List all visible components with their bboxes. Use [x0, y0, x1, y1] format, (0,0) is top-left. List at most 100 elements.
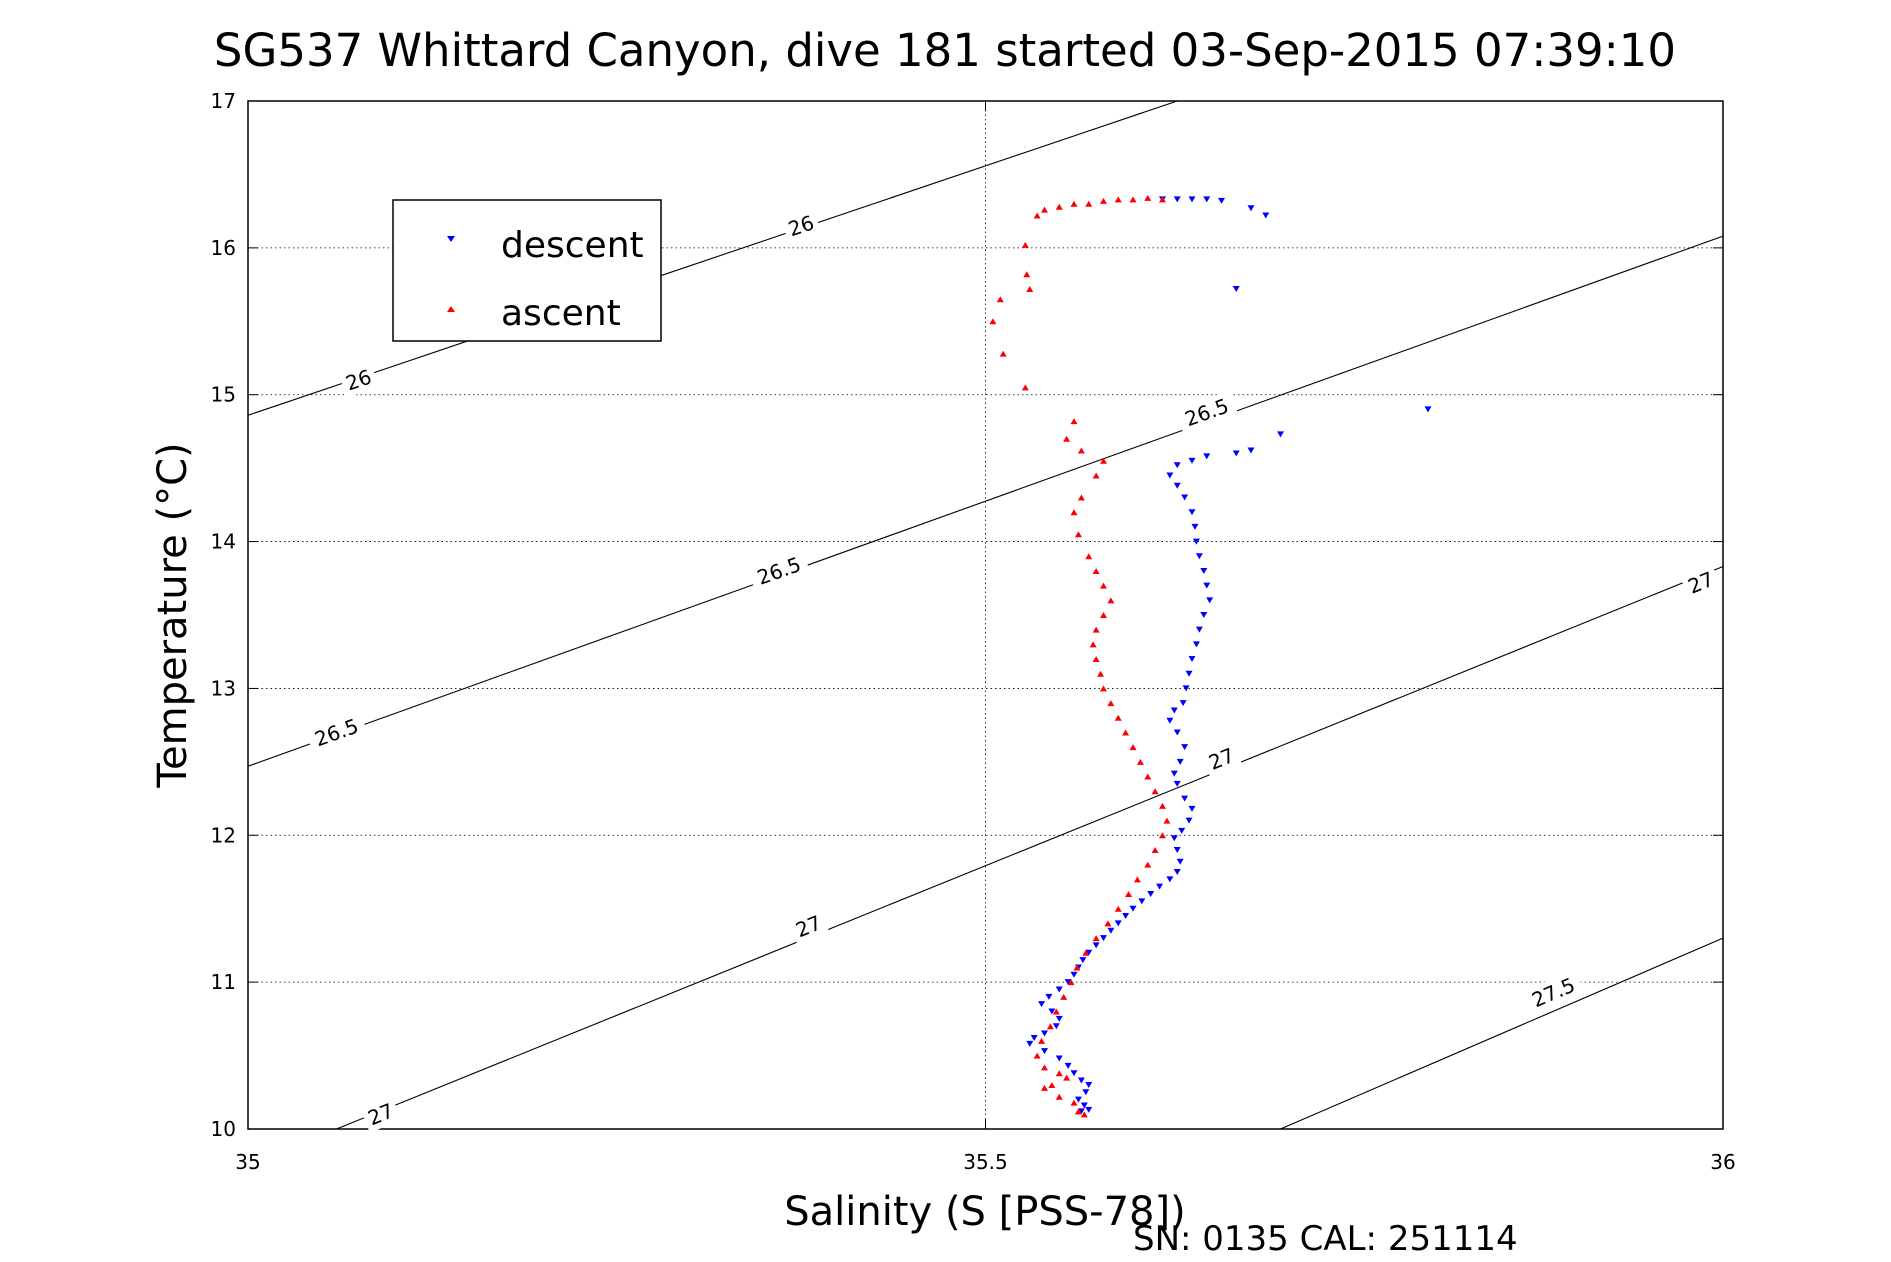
descent-point [1138, 898, 1146, 905]
legend-ascent-marker [447, 306, 455, 312]
descent-point [1077, 1077, 1085, 1084]
ascent-point [1055, 203, 1063, 210]
ascent-point [1055, 1093, 1063, 1100]
descent-point [1191, 523, 1199, 530]
descent-point [1166, 472, 1174, 479]
ascent-point [1041, 1084, 1048, 1091]
ascent-point [1133, 876, 1141, 883]
ascent-point [1070, 418, 1078, 425]
x-axis-label: Salinity (S [PSS-78]) [784, 1189, 1185, 1235]
ascent-point [1080, 1111, 1088, 1118]
ascent-point [1052, 1008, 1060, 1015]
ascent-point [1151, 788, 1159, 795]
descent-point [1173, 729, 1181, 736]
descent-point [1188, 509, 1196, 516]
descent-point [1074, 1096, 1082, 1103]
descent-point [1181, 795, 1189, 802]
ascent-point [1026, 285, 1034, 292]
ascent-point [1092, 656, 1100, 663]
ascent-point [1100, 582, 1107, 589]
ascent-point [1122, 729, 1130, 736]
ascent-point [1100, 612, 1107, 618]
ascent-point [1055, 1070, 1063, 1077]
ascent-point [1085, 553, 1093, 560]
descent-point [1156, 883, 1164, 890]
ascent-point [1033, 1052, 1041, 1059]
descent-point [1262, 212, 1270, 219]
descent-point [1173, 482, 1181, 489]
ascent-point [996, 296, 1004, 303]
descent-point [1170, 707, 1178, 714]
contour-label-bg [1175, 390, 1239, 435]
ascent-point [1089, 641, 1097, 648]
y-tick-label: 10 [211, 1117, 236, 1141]
ascent-point [1063, 435, 1071, 442]
ascent-point [1070, 509, 1078, 516]
descent-point [1064, 979, 1072, 986]
descent-point [1188, 656, 1196, 663]
descent-point [1045, 993, 1053, 1000]
ascent-point [1159, 196, 1166, 203]
descent-point [1030, 1034, 1038, 1041]
descent-point [1064, 1062, 1072, 1069]
descent-point [1038, 1001, 1046, 1008]
contour-line [1280, 937, 1724, 1130]
ascent-point [1097, 670, 1105, 677]
descent-point [1185, 670, 1193, 677]
descent-point [1192, 538, 1200, 545]
descent-point [1192, 641, 1200, 648]
ascent-point [1063, 1074, 1071, 1081]
ascent-point [1070, 1099, 1078, 1106]
chart-title: SG537 Whittard Canyon, dive 181 started … [214, 24, 1676, 77]
contour-label-bg [747, 548, 811, 593]
x-tick-label: 35 [235, 1150, 260, 1174]
ascent-point [1073, 964, 1081, 971]
descent-point [1082, 1089, 1090, 1096]
ascent-point [1048, 1081, 1056, 1088]
descent-point [1055, 986, 1063, 993]
descent-point [1085, 949, 1093, 956]
serial-cal-footer: SN: 0135 CAL: 251114 [1133, 1219, 1518, 1259]
ascent-point [1129, 196, 1137, 203]
descent-point [1170, 770, 1178, 777]
ascent-point [1092, 567, 1100, 574]
descent-point [1026, 1040, 1034, 1047]
descent-point [1181, 494, 1189, 501]
ascent-point [1082, 949, 1090, 956]
descent-point [1173, 846, 1181, 853]
ascent-point [1104, 920, 1112, 927]
ascent-point [1129, 744, 1137, 751]
y-tick-label: 15 [211, 383, 236, 407]
contour-label-bg [338, 362, 379, 398]
descent-point [1147, 891, 1155, 898]
ascent-point [1038, 1037, 1046, 1044]
ascent-point [1125, 891, 1133, 898]
ascent-point [1041, 206, 1048, 213]
descent-point [1195, 626, 1203, 633]
ascent-point [1114, 196, 1122, 203]
descent-point [1181, 744, 1189, 751]
descent-point [1166, 876, 1174, 883]
contour-label-bg [360, 1095, 402, 1133]
ascent-point [1107, 597, 1115, 604]
descent-point [1232, 450, 1240, 457]
descent-point [1173, 780, 1181, 787]
y-tick-label: 17 [211, 89, 236, 113]
descent-point [1247, 205, 1255, 212]
ascent-point [1159, 802, 1166, 809]
ascent-point [1107, 700, 1115, 707]
descent-point [1107, 927, 1115, 934]
contour-label-bg [787, 907, 830, 945]
ascent-point [999, 350, 1007, 357]
descent-point [1218, 197, 1225, 204]
descent-point [1092, 942, 1100, 949]
descent-point [1203, 196, 1211, 203]
y-tick-label: 11 [211, 970, 236, 994]
descent-point [1070, 971, 1078, 978]
contour-line [247, 100, 1178, 416]
ascent-point [1074, 531, 1082, 538]
ascent-point [1144, 194, 1152, 201]
descent-point [1129, 905, 1137, 912]
descent-point [1048, 1008, 1056, 1015]
